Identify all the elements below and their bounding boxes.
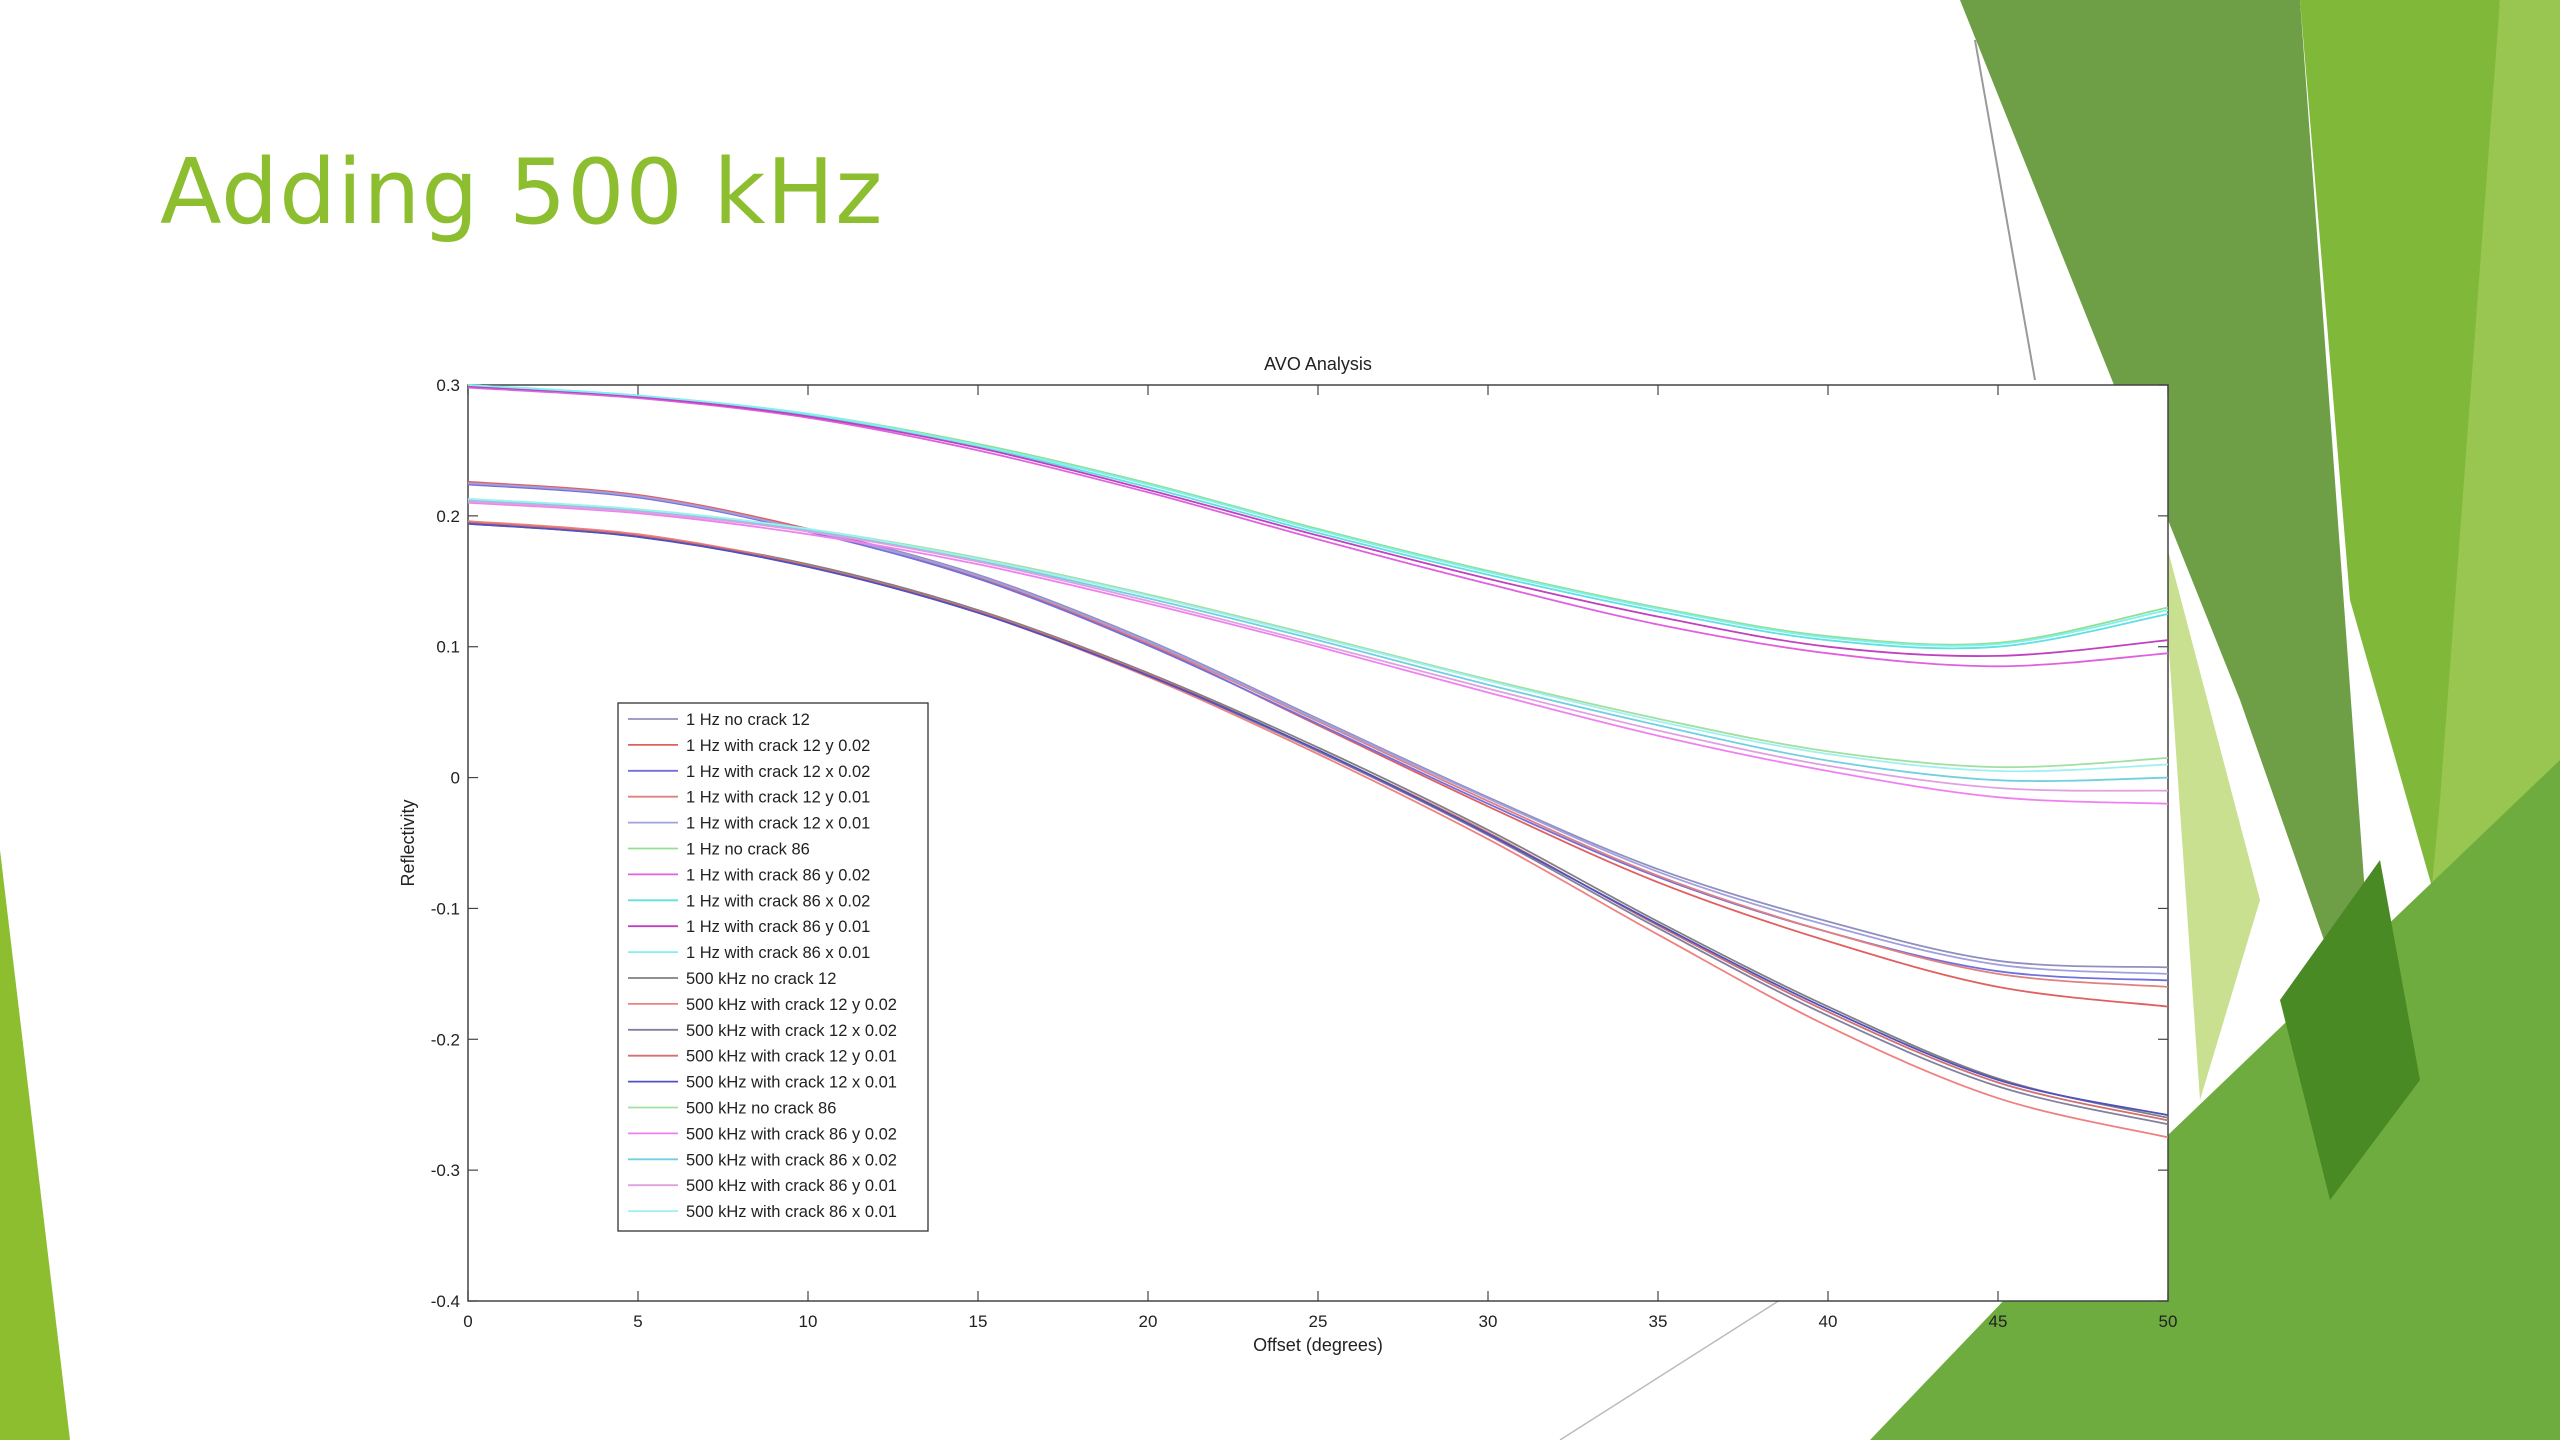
x-tick-label: 0 — [463, 1312, 472, 1331]
y-axis-label: Reflectivity — [398, 799, 418, 886]
series-line-5 — [467, 482, 2169, 975]
tick-layer: 0 5 10 15 20 25 30 35 40 45 50 0.3 0.2 0.1 0 -0.1 -0.2 -0… — [431, 376, 2178, 1331]
x-tick-label: 40 — [1819, 1312, 1838, 1331]
series-line-10 — [467, 384, 2169, 647]
x-tick-label: 50 — [2159, 1312, 2178, 1331]
decor-shape-dark-green — [1960, 0, 2380, 1100]
series-line-18 — [467, 499, 2169, 782]
legend-entry: 1 Hz with crack 12 x 0.01 — [686, 815, 870, 833]
legend-entry: 500 kHz with crack 86 x 0.02 — [686, 1151, 897, 1169]
x-axis-label: Offset (degrees) — [1253, 1335, 1383, 1355]
series-line-2 — [467, 480, 2169, 1008]
legend-entry: 500 kHz no crack 12 — [686, 970, 836, 988]
y-tick-label: 0 — [451, 769, 460, 788]
legend-entry: 1 Hz with crack 12 x 0.02 — [686, 763, 870, 781]
chart-panel: AVO Analysis 0 5 10 15 20 25 30 35 40 45 50 0.3 0.2 0… — [392, 345, 2192, 1375]
x-tick-label: 30 — [1479, 1312, 1498, 1331]
legend-entry: 1 Hz no crack 86 — [686, 841, 810, 859]
series-line-19 — [467, 500, 2169, 792]
legend-entry: 1 Hz with crack 86 x 0.02 — [686, 892, 870, 910]
legend-entry: 1 Hz with crack 12 y 0.02 — [686, 737, 870, 755]
series-line-20 — [467, 497, 2169, 773]
chart-title: AVO Analysis — [1264, 354, 1372, 374]
series-line-9 — [467, 385, 2169, 657]
decor-shape-left — [0, 850, 70, 1440]
legend-entry: 1 Hz with crack 86 y 0.01 — [686, 918, 870, 936]
legend-entry: 1 Hz with crack 86 x 0.01 — [686, 944, 870, 962]
y-tick-label: -0.3 — [431, 1161, 460, 1180]
y-tick-label: 0.3 — [436, 376, 460, 395]
legend: 1 Hz no crack 12 1 Hz with crack 12 y 0.0… — [617, 702, 929, 1232]
legend-entry: 500 kHz with crack 86 x 0.01 — [686, 1203, 897, 1221]
x-tick-label: 10 — [799, 1312, 818, 1331]
x-tick-label: 5 — [633, 1312, 642, 1331]
decor-shape-bottom-dark — [2280, 860, 2420, 1200]
legend-entry: 1 Hz with crack 12 y 0.01 — [686, 789, 870, 807]
legend-entry: 1 Hz with crack 86 y 0.02 — [686, 866, 870, 884]
legend-box — [617, 702, 929, 1232]
series-line-8 — [467, 385, 2169, 650]
x-tick-label: 45 — [1989, 1312, 2008, 1331]
x-tick-label: 15 — [969, 1312, 988, 1331]
decor-thin-line-2 — [1559, 1299, 1781, 1440]
x-tick-label: 25 — [1309, 1312, 1328, 1331]
y-tick-label: -0.2 — [431, 1030, 460, 1049]
y-tick-label: 0.1 — [436, 638, 460, 657]
legend-entry: 500 kHz with crack 12 y 0.01 — [686, 1048, 897, 1066]
decor-shape-light — [2160, 520, 2260, 1100]
series-line-15 — [467, 522, 2169, 1117]
legend-entry: 500 kHz with crack 12 x 0.02 — [686, 1022, 897, 1040]
y-tick-label: -0.4 — [431, 1292, 460, 1311]
x-tick-label: 20 — [1139, 1312, 1158, 1331]
y-tick-label: -0.1 — [431, 899, 460, 918]
legend-entry: 500 kHz with crack 86 y 0.02 — [686, 1125, 897, 1143]
series-line-17 — [467, 501, 2169, 805]
chart-svg: AVO Analysis 0 5 10 15 20 25 30 35 40 45 500.30.20… — [398, 354, 2178, 1355]
legend-entry: 500 kHz no crack 86 — [686, 1100, 836, 1118]
legend-entry: 500 kHz with crack 12 y 0.02 — [686, 996, 897, 1014]
legend-entry: 500 kHz with crack 86 y 0.01 — [686, 1177, 897, 1195]
series-layer — [467, 384, 2169, 1139]
legend-entry: 1 Hz no crack 12 — [686, 711, 810, 729]
y-tick-label: 0.2 — [436, 507, 460, 526]
legend-entry: 500 kHz with crack 12 x 0.01 — [686, 1074, 897, 1092]
slide-title: Adding 500 kHz — [160, 140, 884, 245]
x-tick-label: 35 — [1649, 1312, 1668, 1331]
series-line-7 — [467, 386, 2169, 668]
decor-thin-line — [1974, 39, 2036, 381]
